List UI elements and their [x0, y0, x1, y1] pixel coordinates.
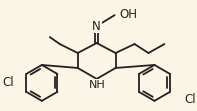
Text: Cl: Cl — [185, 93, 196, 106]
Text: N: N — [92, 20, 101, 33]
Text: OH: OH — [120, 8, 138, 21]
Text: Cl: Cl — [2, 76, 14, 89]
Text: NH: NH — [89, 80, 106, 90]
